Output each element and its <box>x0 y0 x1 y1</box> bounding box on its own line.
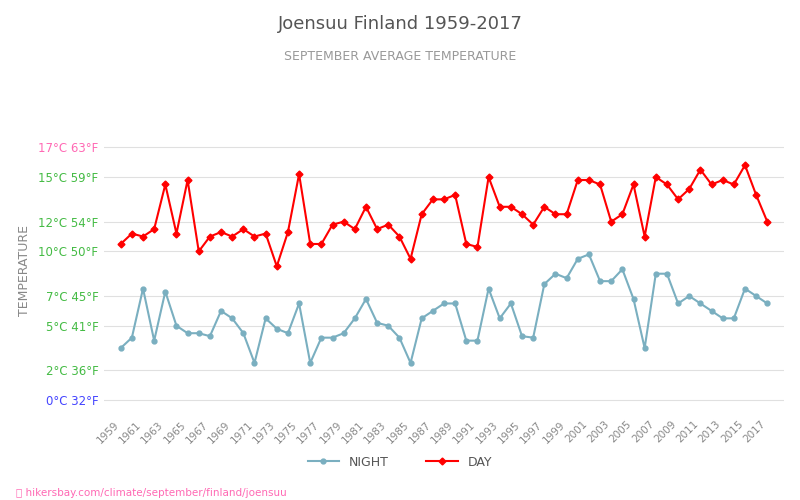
NIGHT <box>462 338 471 344</box>
NIGHT <box>294 300 304 306</box>
NIGHT <box>762 300 772 306</box>
DAY <box>272 264 282 270</box>
DAY <box>183 177 193 183</box>
DAY <box>462 241 471 247</box>
Line: NIGHT: NIGHT <box>118 252 770 366</box>
DAY <box>595 182 605 188</box>
NIGHT <box>606 278 616 284</box>
DAY <box>294 171 304 177</box>
NIGHT <box>250 360 259 366</box>
NIGHT <box>138 286 148 292</box>
NIGHT <box>584 252 594 258</box>
Legend: NIGHT, DAY: NIGHT, DAY <box>303 451 497 474</box>
Y-axis label: TEMPERATURE: TEMPERATURE <box>18 224 31 316</box>
Line: DAY: DAY <box>118 162 770 268</box>
DAY <box>138 234 148 239</box>
DAY <box>216 229 226 235</box>
DAY <box>116 241 126 247</box>
Text: Joensuu Finland 1959-2017: Joensuu Finland 1959-2017 <box>278 15 522 33</box>
DAY <box>762 218 772 224</box>
Text: 🌐 hikersbay.com/climate/september/finland/joensuu: 🌐 hikersbay.com/climate/september/finlan… <box>16 488 286 498</box>
NIGHT <box>216 308 226 314</box>
NIGHT <box>116 345 126 351</box>
NIGHT <box>183 330 193 336</box>
Text: SEPTEMBER AVERAGE TEMPERATURE: SEPTEMBER AVERAGE TEMPERATURE <box>284 50 516 63</box>
DAY <box>740 162 750 168</box>
